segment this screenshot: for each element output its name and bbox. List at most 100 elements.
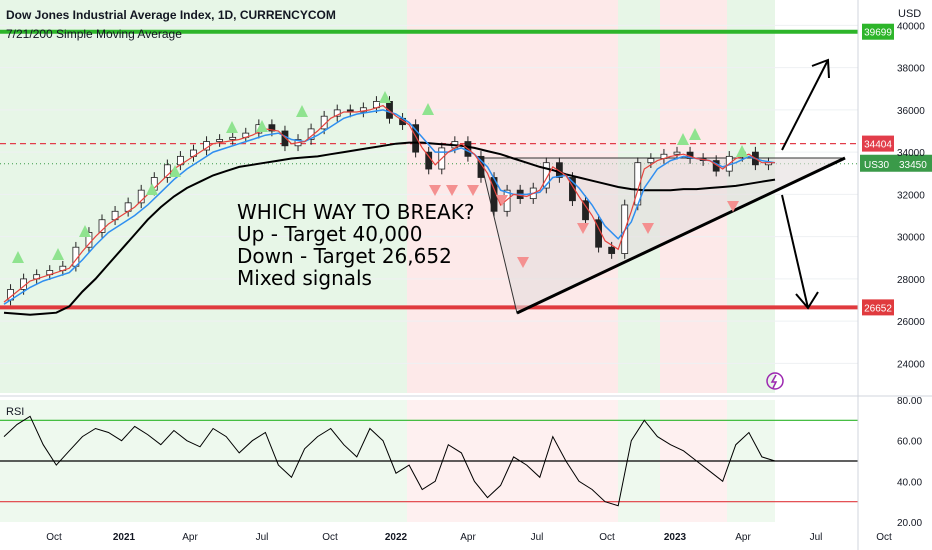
sell-signal-marker — [496, 195, 508, 206]
buy-signal-marker — [379, 91, 391, 103]
buy-signal-marker — [146, 183, 158, 195]
buy-signal-marker — [736, 145, 748, 157]
candle-body — [163, 164, 171, 178]
level-tag — [862, 299, 894, 316]
price-symbol-label: US30 — [864, 160, 889, 171]
y-tick-label: 26000 — [897, 317, 925, 328]
candle-body — [98, 219, 106, 233]
x-tick-label: 2021 — [113, 532, 136, 543]
annotation-text: WHICH WAY TO BREAK? Up - Target 40,000 D… — [237, 201, 474, 289]
sell-signal-marker — [467, 185, 479, 196]
level-tag-label: 34404 — [864, 140, 892, 151]
y-tick-label: 34000 — [897, 148, 925, 159]
candle-body — [216, 139, 224, 142]
rsi-series — [3, 415, 776, 507]
up-arrow-head — [811, 58, 830, 79]
annotation-line: Up - Target 40,000 — [237, 222, 423, 246]
candle-body — [477, 155, 485, 178]
sell-signal-marker — [446, 185, 458, 196]
buy-signal-marker — [256, 120, 268, 132]
buy-signal-marker — [226, 121, 238, 133]
x-tick-label: Jul — [810, 532, 823, 543]
x-tick-label: Oct — [876, 532, 892, 543]
candle-body — [281, 130, 289, 147]
y-tick-label: 32000 — [897, 190, 925, 201]
indicator-label: 7/21/200 Simple Moving Average — [6, 27, 182, 41]
x-tick-label: Apr — [182, 532, 198, 543]
price-tag-value — [896, 154, 932, 172]
sell-signal-marker — [727, 201, 739, 212]
y-tick-label: 28000 — [897, 275, 925, 286]
x-tick-label: Apr — [460, 532, 476, 543]
up-arrow-shaft — [781, 59, 829, 151]
candle-body — [569, 177, 576, 202]
down-arrow-shaft — [781, 194, 809, 309]
rsi-label: RSI — [6, 406, 25, 418]
rsi-tick-label: 60.00 — [897, 437, 922, 448]
lightning-bolt — [770, 374, 778, 389]
sell-signal-marker — [429, 185, 441, 196]
rsi-panel — [0, 415, 858, 507]
zone-up — [0, 0, 407, 393]
candle-body — [647, 158, 655, 164]
level-tag — [862, 23, 894, 40]
candle-body — [412, 124, 420, 153]
level-tag-label: 39699 — [864, 28, 892, 39]
sell-signal-marker — [517, 257, 529, 268]
target-arrows — [766, 58, 830, 390]
price-value-label: 33450 — [899, 160, 927, 171]
candle-body — [608, 246, 616, 254]
x-tick-label: Oct — [322, 532, 338, 543]
lightning-icon — [766, 372, 784, 390]
buy-signal-marker — [296, 105, 308, 117]
annotation-line: Down - Target 26,652 — [237, 244, 452, 268]
x-tick-label: Oct — [46, 532, 62, 543]
candle-body — [137, 189, 145, 204]
currency-label: USD — [898, 8, 922, 20]
y-tick-label: 36000 — [897, 106, 925, 117]
x-tick-label: Oct — [599, 532, 615, 543]
buy-signal-marker — [12, 251, 24, 263]
rsi-tick-label: 80.00 — [897, 396, 922, 407]
y-tick-label: 24000 — [897, 359, 925, 370]
candle-body — [542, 162, 550, 189]
buy-signal-marker — [79, 225, 91, 237]
candle-body — [425, 151, 433, 170]
candle-body — [268, 124, 276, 132]
sell-signal-marker — [642, 223, 654, 234]
y-tick-label: 30000 — [897, 233, 925, 244]
buy-signal-marker — [422, 103, 434, 115]
buy-signal-marker — [677, 133, 689, 145]
candle-body — [229, 136, 237, 140]
candle-body — [555, 162, 563, 178]
x-tick-label: Jul — [531, 532, 544, 543]
level-tag — [862, 135, 894, 152]
y-tick-label: 38000 — [897, 64, 925, 75]
rsi-tick-label: 40.00 — [897, 477, 922, 488]
buy-signal-marker — [689, 128, 701, 140]
rsi-tick-label: 20.00 — [897, 518, 922, 529]
sell-signal-marker — [577, 223, 589, 234]
down-arrow-head — [795, 291, 819, 310]
y-tick-label: 40000 — [897, 21, 925, 32]
annotation-line: Mixed signals — [237, 266, 372, 290]
chart-title: Dow Jones Industrial Average Index, 1D, … — [6, 8, 336, 22]
series-ma21 — [3, 109, 776, 305]
x-tick-label: 2023 — [664, 532, 687, 543]
price-tag-symbol — [860, 154, 896, 172]
buy-signal-marker — [52, 248, 64, 260]
price-series — [3, 91, 776, 316]
series-ma7 — [3, 104, 775, 303]
x-tick-label: Apr — [735, 532, 751, 543]
candle-body — [333, 109, 341, 117]
annotation-line: WHICH WAY TO BREAK? — [237, 200, 475, 224]
level-tag-label: 26652 — [864, 303, 892, 314]
buy-signal-marker — [169, 165, 181, 177]
x-tick-label: 2022 — [385, 532, 408, 543]
horizontal-levels: 39699 26652 34404 US30 33450 — [0, 23, 932, 316]
candle-body — [673, 151, 681, 155]
support-trendline — [516, 156, 846, 315]
x-tick-label: Jul — [256, 532, 269, 543]
